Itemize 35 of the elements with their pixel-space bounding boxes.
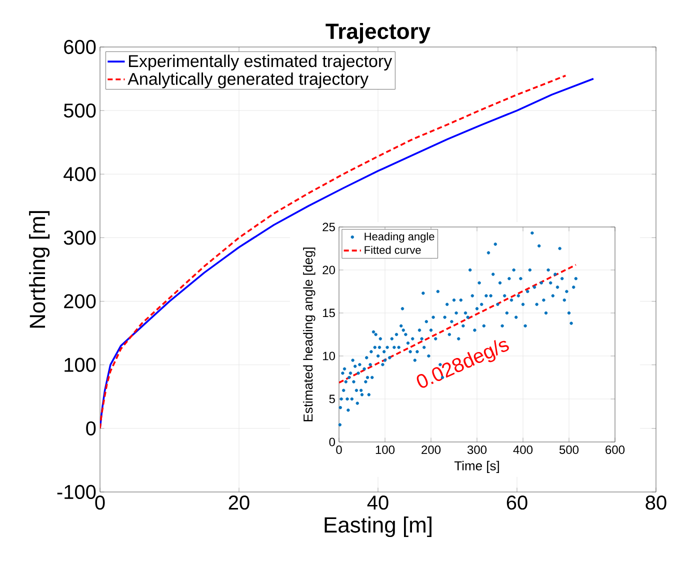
chart-title: Trajectory (326, 22, 430, 44)
legend-label: Experimentally estimated trajectory (129, 54, 392, 70)
y-tick-label: -100 (57, 484, 96, 500)
y-tick-label: 600 (64, 40, 96, 54)
y-tick-label: 400 (64, 167, 96, 182)
y-tick-label: 25 (322, 222, 335, 232)
y-tick-label: 100 (64, 358, 96, 372)
y-tick-label: 0 (86, 421, 96, 436)
legend-label: Analytically generated trajectory (128, 72, 369, 88)
x-tick-label: 200 (422, 446, 441, 454)
legend-label: Fitted curve (364, 246, 421, 254)
x-tick-label: 0 (95, 496, 105, 510)
x-axis-title: Easting [m] (324, 516, 432, 538)
x-tick-label: 80 (646, 496, 666, 510)
x-tick-label: 100 (376, 446, 395, 454)
y-tick-label: 15 (323, 308, 335, 318)
legend-label: Heading angle (364, 232, 434, 243)
y-axis-title: Estimated heading angle [deg] (303, 248, 316, 422)
x-tick-label: 500 (559, 446, 579, 454)
x-tick-label: 20 (228, 496, 250, 510)
x-axis-title: Time [s] (454, 460, 499, 473)
y-tick-label: 10 (323, 352, 336, 360)
y-tick-label: 500 (64, 103, 96, 118)
x-tick-label: 60 (506, 496, 528, 510)
x-tick-label: 300 (467, 446, 487, 454)
y-tick-label: 5 (329, 394, 335, 404)
y-tick-label: 0 (329, 438, 336, 446)
x-tick-label: 600 (606, 446, 625, 454)
y-axis-title: Northing [m] (29, 211, 50, 328)
x-tick-label: 0 (336, 446, 342, 454)
y-tick-label: 200 (64, 294, 96, 308)
x-tick-label: 40 (367, 496, 388, 510)
x-tick-label: 400 (513, 446, 533, 454)
y-tick-label: 20 (322, 266, 336, 274)
y-tick-label: 300 (64, 230, 96, 245)
